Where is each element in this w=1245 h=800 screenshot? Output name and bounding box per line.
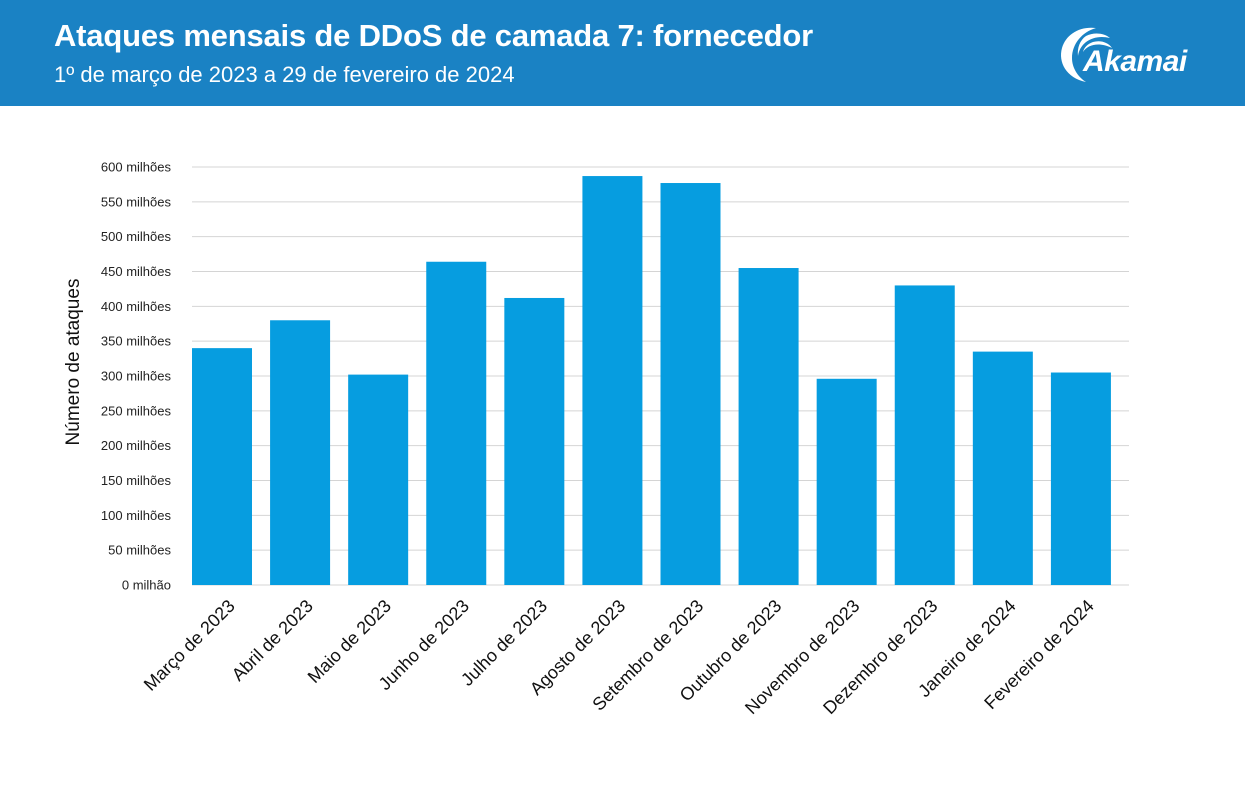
bar: [270, 320, 331, 585]
bar: [972, 351, 1033, 585]
y-tick-label: 500 milhões: [101, 229, 172, 244]
bar: [348, 374, 409, 585]
y-tick-label: 0 milhão: [122, 578, 171, 593]
x-tick-label: Abril de 2023: [228, 596, 317, 685]
y-tick-label: 350 milhões: [101, 334, 172, 349]
akamai-wave-logo-icon: [1061, 27, 1112, 82]
bar: [426, 261, 487, 585]
y-axis-title: Número de ataques: [63, 279, 84, 446]
y-tick-label: 450 milhões: [101, 264, 172, 279]
akamai-logo: Akamai: [1056, 22, 1206, 86]
bar: [1050, 372, 1111, 585]
y-tick-label: 250 milhões: [101, 403, 172, 418]
y-tick-label: 50 milhões: [108, 543, 171, 558]
bar: [582, 176, 643, 585]
bars: [192, 176, 1111, 586]
bar: [504, 297, 565, 585]
y-tick-label: 200 milhões: [101, 438, 172, 453]
header-banner: Ataques mensais de DDoS de camada 7: for…: [0, 0, 1245, 106]
akamai-logo-text: Akamai: [1083, 45, 1187, 78]
x-tick-label: Março de 2023: [140, 596, 239, 695]
y-tick-label: 150 milhões: [101, 473, 172, 488]
bar: [660, 183, 721, 586]
bar: [816, 378, 877, 585]
y-tick-label: 400 milhões: [101, 299, 172, 314]
y-tick-label: 550 milhões: [101, 194, 172, 209]
y-tick-label: 100 milhões: [101, 508, 172, 523]
chart-subtitle: 1º de março de 2023 a 29 de fevereiro de…: [54, 62, 515, 87]
bar: [738, 268, 799, 585]
y-axis-ticks: 0 milhão 50 milhões 100 milhões 150 milhões…: [101, 160, 172, 593]
bar: [894, 285, 955, 585]
bar: [192, 348, 252, 585]
chart-title: Ataques mensais de DDoS de camada 7: for…: [54, 18, 813, 53]
y-tick-label: 600 milhões: [101, 160, 172, 175]
y-tick-label: 300 milhões: [101, 369, 172, 384]
